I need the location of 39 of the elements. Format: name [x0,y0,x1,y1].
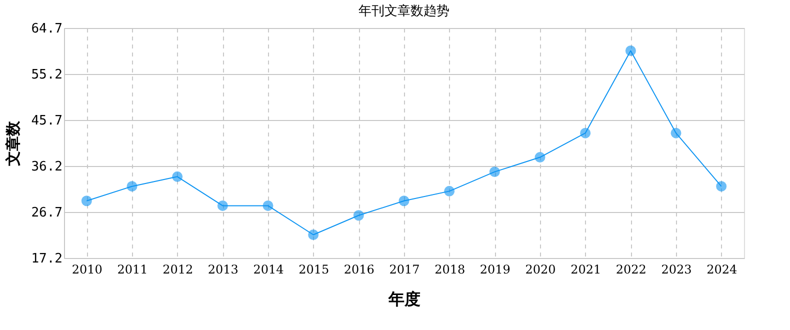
x-tick-label: 2018 [434,262,466,276]
x-tick-label: 2017 [389,262,420,276]
x-tick-label: 2014 [253,262,284,276]
point [172,171,183,182]
point [716,181,727,192]
y-tick-label: 45.7 [31,114,62,128]
point [625,46,636,56]
y-tick-label: 26.7 [31,206,62,220]
x-tick-label: 2024 [706,262,738,276]
x-axis-title: 年度 [388,290,420,308]
point [217,200,228,211]
y-tick-label: 36.2 [31,160,62,174]
x-tick-label: 2020 [525,262,556,276]
point [398,196,410,206]
point [353,210,364,221]
y-tick-label: 17.2 [31,252,62,266]
x-tick-label: 2019 [480,262,510,276]
x-tick-label: 2015 [298,262,330,276]
point [262,200,274,211]
point [580,128,591,138]
x-tick-label: 2021 [570,262,602,276]
point [444,186,455,196]
x-tick-label: 2012 [162,262,194,276]
x-tick-label: 2013 [208,262,238,276]
point [81,196,92,206]
x-tick-label: 2016 [344,262,374,276]
x-tick-label: 2010 [72,262,102,276]
x-tick-label: 2022 [616,262,646,276]
point [670,128,682,138]
chart-title: 年刊文章数趋势 [358,4,450,19]
y-tick-label: 55.2 [31,68,62,82]
y-axis-title: 文章数 [4,120,22,167]
point [489,166,500,178]
point [308,230,319,240]
point [534,152,546,163]
point [126,181,138,192]
x-tick-label: 2023 [661,262,692,276]
y-tick-label: 64.7 [31,22,62,36]
x-tick-label: 2011 [117,262,148,276]
